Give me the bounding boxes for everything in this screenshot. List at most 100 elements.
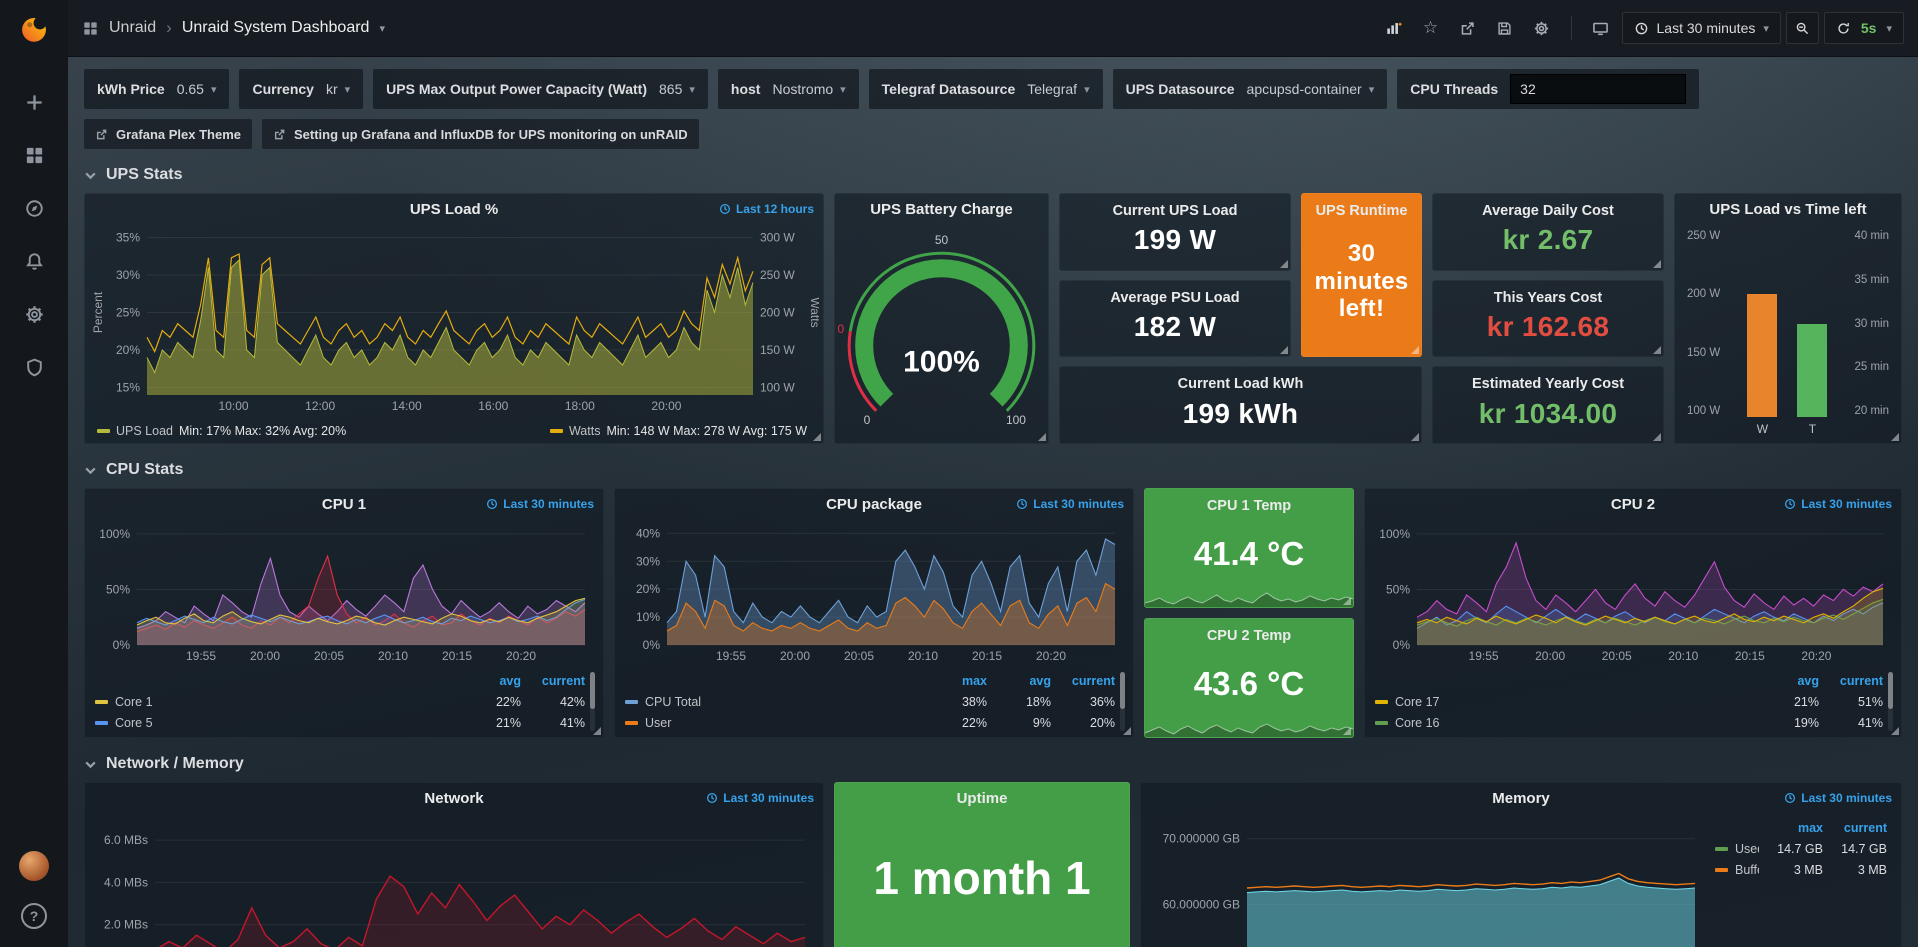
bargauge-bar-w[interactable]: W — [1747, 230, 1778, 436]
resize-handle-icon[interactable] — [813, 433, 821, 441]
dashboard-link-grafana-plex-theme[interactable]: Grafana Plex Theme — [84, 119, 252, 149]
ups-load-vs-time-bargauge[interactable]: 250 W 200 W 150 W 100 W W T 40 min 35 min 30 min… — [1679, 226, 1897, 439]
legend-column-header[interactable]: avg — [499, 673, 521, 688]
legend-series[interactable]: Buffered — [1715, 863, 1759, 877]
panel-time-override[interactable]: Last 30 minutes — [486, 497, 594, 511]
legend-series[interactable]: CPU Total — [625, 695, 923, 709]
panel-current-ups-load[interactable]: Current UPS Load 199 W — [1059, 193, 1291, 271]
variable-value[interactable]: 865 ▾ — [659, 81, 695, 97]
variable-value[interactable]: kr ▾ — [326, 81, 350, 97]
panel-title[interactable]: UPS Load % — [409, 200, 499, 218]
chart-svg-cpu2[interactable]: 100% 50% 0% 19:55 20:00 20:05 20:10 20:15 20:20 — [1369, 517, 1897, 665]
legend-column-header[interactable]: max — [1797, 820, 1823, 835]
panel-cpu2-temp[interactable]: CPU 2 Temp 43.6 °C — [1144, 618, 1354, 738]
create-plus-icon[interactable] — [21, 89, 47, 115]
legend-column-header[interactable]: current — [1839, 673, 1883, 688]
legend-scrollbar[interactable] — [1888, 672, 1893, 731]
panel-title[interactable]: Network — [424, 789, 484, 807]
resize-handle-icon[interactable] — [1891, 727, 1899, 735]
legend-series[interactable]: Used — [1715, 842, 1759, 856]
panel-title[interactable]: CPU 2 — [1610, 495, 1656, 513]
ups-battery-gauge[interactable]: 0 20 50 100 100% — [837, 224, 1046, 441]
explore-compass-icon[interactable] — [21, 195, 47, 221]
gauge-svg[interactable]: 0 20 50 100 100% — [837, 224, 1046, 441]
refresh-controls[interactable]: 5s ▾ — [1823, 12, 1904, 44]
row-header-cpu-stats[interactable]: CPU Stats — [84, 461, 1902, 479]
cpu2-chart[interactable]: 100% 50% 0% 19:55 20:00 20:05 20:10 20:15 20:20 — [1369, 517, 1897, 665]
legend-item[interactable]: UPS Load Min: 17% Max: 32% Avg: 20% — [97, 424, 346, 438]
resize-handle-icon[interactable] — [1653, 259, 1661, 268]
resize-handle-icon[interactable] — [1123, 727, 1131, 735]
chart-svg-cpu_package[interactable]: 40% 30% 20% 10% 0% 19:55 20:00 20:05 20:10 20:15 2… — [619, 517, 1129, 665]
panel-ups-runtime[interactable]: UPS Runtime 30 minutes left! — [1301, 193, 1422, 358]
variable-value[interactable]: Telegraf ▾ — [1027, 81, 1089, 97]
panel-current-load-kwh[interactable]: Current Load kWh 199 kWh — [1059, 366, 1422, 444]
row-header-network-memory[interactable]: Network / Memory — [84, 755, 1902, 773]
cpu-package-chart[interactable]: 40% 30% 20% 10% 0% 19:55 20:00 20:05 20:10 20:15 2… — [619, 517, 1129, 665]
tv-kiosk-icon[interactable] — [1585, 13, 1617, 43]
panel-time-override[interactable]: Last 12 hours — [719, 202, 814, 216]
apps-grid-icon[interactable] — [82, 20, 99, 37]
share-icon[interactable] — [1452, 13, 1484, 43]
resize-handle-icon[interactable] — [1891, 433, 1899, 441]
breadcrumb-app[interactable]: Unraid — [109, 19, 157, 36]
server-admin-shield-icon[interactable] — [21, 354, 47, 380]
variable-input-cpu-threads[interactable] — [1510, 74, 1687, 104]
resize-handle-icon[interactable] — [1280, 346, 1288, 355]
time-range-picker[interactable]: Last 30 minutes ▾ — [1621, 12, 1781, 44]
panel-time-override[interactable]: Last 30 minutes — [706, 791, 814, 805]
dashboard-title[interactable]: Unraid System Dashboard — [181, 19, 370, 36]
resize-handle-icon[interactable] — [1038, 433, 1046, 441]
legend-scrollbar[interactable] — [1120, 672, 1125, 731]
alerting-bell-icon[interactable] — [21, 248, 47, 274]
legend-column-header[interactable]: max — [961, 673, 987, 688]
zoom-out-button[interactable] — [1785, 12, 1819, 44]
bargauge-bar-t[interactable]: T — [1797, 230, 1828, 436]
resize-handle-icon[interactable] — [593, 727, 601, 735]
user-avatar[interactable] — [19, 851, 49, 881]
ups-load-chart[interactable]: 35% 300 W 30% 250 W 25% 200 W 20% 150 W 15% 100 W… — [89, 222, 819, 415]
panel-average-daily-cost[interactable]: Average Daily Cost kr 2.67 — [1432, 193, 1664, 271]
panel-title[interactable]: CPU 1 — [321, 495, 367, 513]
dashboards-icon[interactable] — [21, 142, 47, 168]
legend-column-header[interactable]: avg — [1797, 673, 1819, 688]
configuration-gear-icon[interactable] — [21, 301, 47, 327]
panel-average-psu-load[interactable]: Average PSU Load 182 W — [1059, 279, 1291, 358]
legend-series[interactable]: Core 16 — [1375, 716, 1755, 730]
save-icon[interactable] — [1489, 13, 1521, 43]
dashboard-settings-gear-icon[interactable] — [1526, 13, 1558, 43]
legend-series[interactable]: Core 1 — [95, 695, 457, 709]
legend-item[interactable]: Watts Min: 148 W Max: 278 W Avg: 175 W — [549, 424, 807, 438]
panel-estimated-yearly-cost[interactable]: Estimated Yearly Cost kr 1034.00 — [1432, 366, 1664, 444]
help-icon[interactable]: ? — [21, 903, 47, 929]
variable-value[interactable]: apcupsd-container ▾ — [1247, 81, 1375, 97]
chart-svg-ups_load[interactable]: 35% 300 W 30% 250 W 25% 200 W 20% 150 W 15% 100 W… — [89, 222, 819, 415]
chevron-down-icon[interactable]: ▾ — [379, 22, 385, 35]
legend-series[interactable]: Core 17 — [1375, 695, 1755, 709]
panel-title[interactable]: CPU package — [826, 495, 922, 513]
chart-svg-cpu1[interactable]: 100% 50% 0% 19:55 20:00 20:05 20:10 20:15 20:20 — [89, 517, 599, 665]
legend-series[interactable]: Core 5 — [95, 716, 457, 730]
panel-time-override[interactable]: Last 30 minutes — [1016, 497, 1124, 511]
panel-time-override[interactable]: Last 30 minutes — [1784, 497, 1892, 511]
panel-title[interactable]: Memory — [1492, 789, 1550, 807]
legend-column-header[interactable]: current — [1843, 820, 1887, 835]
panel-time-override[interactable]: Last 30 minutes — [1784, 791, 1892, 805]
resize-handle-icon[interactable] — [1343, 597, 1351, 605]
grafana-logo-icon[interactable] — [0, 0, 68, 57]
panel-this-years-cost[interactable]: This Years Cost kr 162.68 — [1432, 279, 1664, 358]
resize-handle-icon[interactable] — [1411, 346, 1419, 355]
panel-cpu1-temp[interactable]: CPU 1 Temp 41.4 °C — [1144, 488, 1354, 608]
legend-column-header[interactable]: current — [541, 673, 585, 688]
legend-column-header[interactable]: avg — [1029, 673, 1051, 688]
resize-handle-icon[interactable] — [1411, 432, 1419, 441]
legend-series[interactable]: User — [625, 716, 923, 730]
resize-handle-icon[interactable] — [1653, 432, 1661, 441]
legend-scrollbar[interactable] — [590, 672, 595, 731]
legend-column-header[interactable]: current — [1071, 673, 1115, 688]
dashboard-link-setting-up-grafana-and-influxd[interactable]: Setting up Grafana and InfluxDB for UPS … — [262, 119, 699, 149]
